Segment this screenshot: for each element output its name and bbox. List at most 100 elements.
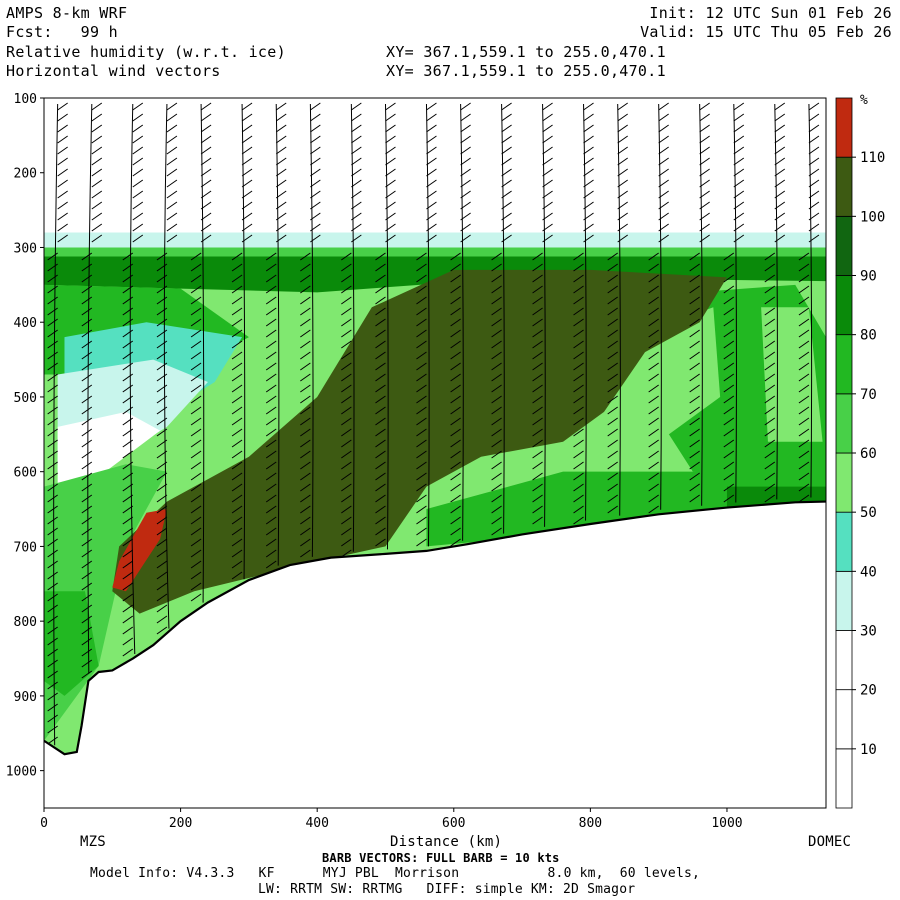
barb-flag [81,373,93,382]
barb-flag [460,201,471,210]
colorbar-segment [835,511,853,572]
rh-band-light-cyan [44,232,826,248]
barb-flag [573,307,584,316]
barb-flag [81,670,93,679]
barb-flag [47,604,58,613]
barb-flag [658,168,669,177]
barb-flag [699,168,710,177]
barb-flag [300,439,311,448]
barb-flag [733,157,745,166]
barb-flag [300,296,311,305]
barb-flag [166,168,178,177]
barb-flag [699,223,710,232]
barb-flag [460,113,471,122]
barb-flag [122,538,134,547]
barb-flag [47,648,58,657]
barb-flag [190,450,202,459]
barb-flag [501,157,512,166]
barb-flag [764,362,776,371]
barb-flag [532,395,543,404]
barb-flag [733,102,745,111]
barb-flag [723,318,735,327]
barb-flag [300,505,311,514]
barb-flag [300,307,311,316]
barb-flag [341,263,352,272]
barb-flag [764,252,776,261]
barb-flag [648,505,659,514]
barb-flag [310,124,321,133]
barb-flag [774,168,786,177]
barb-flag [689,417,700,426]
barb-flag [190,593,202,602]
barb-staff [774,103,778,500]
barb-flag [416,274,427,283]
barb-flag [416,461,427,470]
barb-flag [450,384,461,393]
barb-flag [607,450,618,459]
barb-flag [190,483,202,492]
barb-flag [190,516,202,525]
barb-flag [190,329,202,338]
barb-flag [450,439,461,448]
barb-flag [460,190,471,199]
barb-flag [491,373,502,382]
barb-flag [47,483,58,492]
barb-flag [375,274,386,283]
barb-flag [689,395,700,404]
x-axis-label: Distance (km) [390,834,503,850]
barb-flag [532,417,543,426]
barb-flag [341,395,352,404]
rh-region-saturated [112,269,727,614]
barb-flag [617,179,628,188]
y-tick-label: 400 [14,316,37,331]
barb-flag [808,102,820,111]
x-tick-label: 400 [305,816,328,831]
barb-flag [156,472,168,481]
barb-flag [808,212,820,221]
barb-flag [583,201,594,210]
barb-flag [617,168,628,177]
barb-flag [764,395,776,404]
barb-flag [607,505,618,514]
barb-flag [573,340,584,349]
barb-flag [341,373,352,382]
barb-flag [81,472,93,481]
barb-flag [491,285,502,294]
barb-flag [375,439,386,448]
barb-flag [426,168,437,177]
barb-flag [723,439,735,448]
terrain-fill [44,501,826,808]
barb-flag [723,494,735,503]
barb-flag [689,483,700,492]
barb-flag [723,362,735,371]
barb-staff [699,103,703,506]
barb-flag [798,296,810,305]
barb-flag [47,549,58,558]
barb-staff [200,103,205,603]
barb-flag [450,450,461,459]
barb-flag [491,505,502,514]
colorbar-label: 90 [860,269,877,285]
barb-flag [723,483,735,492]
barb-flag [450,428,461,437]
barb-flag [764,428,776,437]
barb-flag [241,124,253,133]
barb-flag [91,124,103,133]
barb-flag [573,417,584,426]
barb-flag [808,190,820,199]
colorbar-segment [835,570,853,631]
barb-flag [617,102,628,111]
barb-flag [47,527,58,536]
barb-flag [351,179,362,188]
barb-flag [47,725,58,734]
colorbar-label: 60 [860,446,877,462]
barb-flag [265,329,277,338]
barb-flag [275,212,287,221]
barb-flag [375,516,386,525]
barb-flag [542,212,553,221]
barb-flag [81,439,93,448]
colorbar-label: 110 [860,150,885,166]
barb-flag [617,113,628,122]
barb-flag [491,516,502,525]
barb-flag [231,340,243,349]
